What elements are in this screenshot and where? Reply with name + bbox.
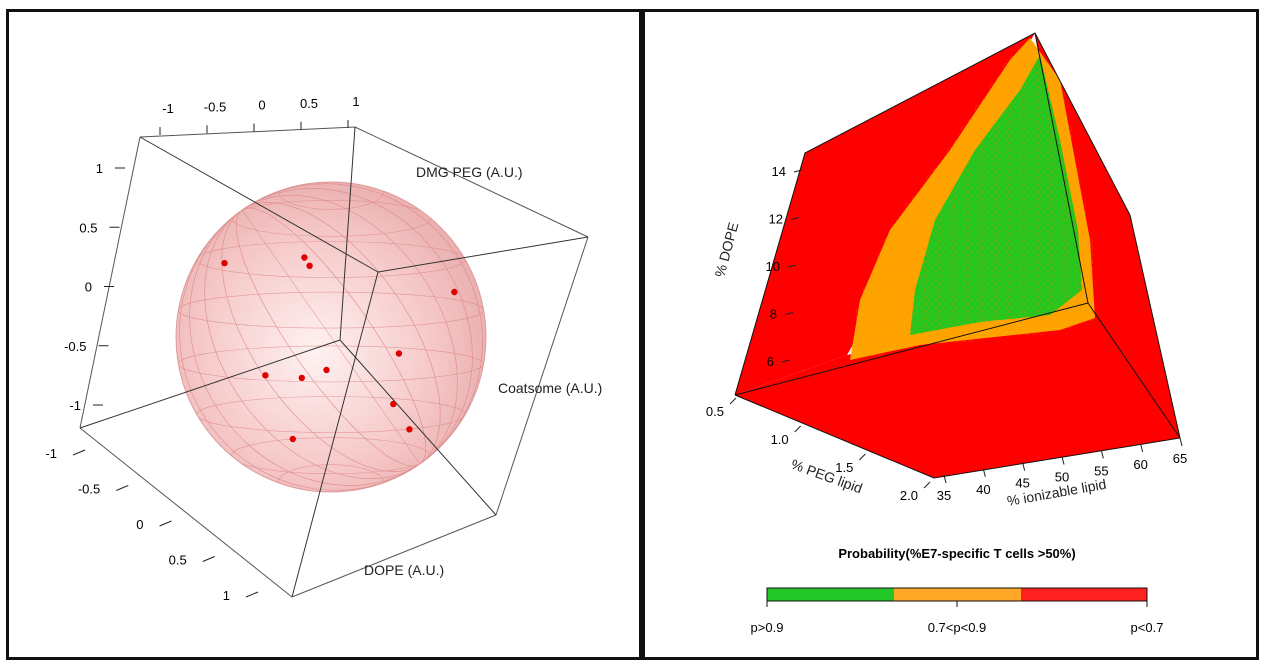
z-axis: 6 8 10 12 14 — [766, 164, 803, 369]
legend-swatch-orange — [894, 588, 1021, 601]
tick-label: 0.5 — [79, 220, 97, 235]
z-axis-label: DMG PEG (A.U.) — [416, 164, 523, 180]
legend-label-high: p>0.9 — [751, 620, 784, 635]
tick-mark — [116, 485, 129, 491]
tick-label: 0 — [85, 280, 92, 295]
tick-label: 0 — [258, 98, 265, 113]
tick-label: -0.5 — [64, 339, 86, 354]
design-point — [323, 366, 330, 374]
x-axis-label: Coatsome (A.U.) — [498, 380, 602, 396]
cube-back-right-face — [1035, 33, 1180, 438]
tick-label: 12 — [769, 212, 783, 227]
left-panel-frame — [6, 9, 642, 660]
tick-mark — [858, 453, 866, 461]
legend-swatch-green — [767, 588, 894, 601]
tick-label: -0.5 — [204, 99, 226, 114]
tick-mark — [923, 481, 931, 489]
tick-label: -1 — [45, 446, 57, 461]
tick-mark — [787, 264, 797, 268]
design-point — [301, 254, 308, 261]
design-point — [395, 350, 403, 357]
legend: Probability(%E7-specific T cells >50%) p… — [751, 546, 1164, 635]
tick-mark — [1100, 450, 1104, 459]
design-points — [221, 254, 458, 443]
y-axis: -1 -0.5 0 0.5 1 — [45, 446, 259, 603]
x-axis: 35 40 45 50 55 60 65 — [937, 437, 1187, 503]
tick-mark — [793, 169, 803, 173]
tick-mark — [790, 217, 800, 220]
probability-green-region — [910, 55, 1082, 335]
design-sphere — [175, 181, 487, 493]
tick-label: 0 — [136, 517, 143, 532]
tick-label: 65 — [1173, 451, 1187, 466]
tick-label: 40 — [976, 482, 990, 497]
tick-label: 60 — [1133, 457, 1147, 472]
cube-edges — [734, 32, 1181, 479]
tick-mark — [982, 468, 986, 477]
tick-label: 8 — [770, 307, 777, 322]
z-axis: 1 0.5 0 -0.5 -1 — [64, 161, 125, 413]
design-point — [262, 372, 269, 379]
tick-label: 45 — [1015, 476, 1029, 491]
legend-label-mid: 0.7<p<0.9 — [928, 620, 987, 635]
left-chart: -1 -0.5 0 0.5 1 1 0.5 0 -0.5 -1 -1 -0.5 0 0.5 1 DMG … — [45, 94, 602, 603]
tick-mark — [1179, 437, 1183, 447]
design-point — [451, 288, 458, 296]
tick-label: 6 — [767, 354, 774, 369]
tick-label: 0.5 — [706, 404, 724, 419]
tick-mark — [781, 359, 791, 363]
design-point — [306, 262, 313, 269]
tick-label: 0.5 — [300, 96, 318, 111]
design-point — [289, 435, 296, 443]
tick-mark — [1022, 462, 1026, 471]
tick-label: 55 — [1094, 463, 1108, 478]
tick-label: 1 — [223, 588, 230, 603]
right-panel-frame — [642, 9, 1259, 660]
right-chart: 6 8 10 12 14 0.5 1.0 1.5 2.0 35 40 45 50 55 60 65 % D… — [706, 32, 1187, 635]
left-box-front-edges — [79, 126, 589, 598]
tick-mark — [729, 397, 737, 405]
tick-mark — [794, 425, 802, 433]
legend-swatch-red — [1021, 588, 1147, 601]
design-point — [298, 374, 305, 382]
tick-label: 50 — [1055, 470, 1069, 485]
tick-label: -0.5 — [78, 482, 100, 497]
tick-label: 2.0 — [900, 488, 918, 503]
tick-mark — [202, 556, 215, 562]
tick-label: 1 — [352, 94, 359, 109]
tick-mark — [943, 474, 947, 484]
tick-mark — [72, 449, 86, 456]
top-axis: -1 -0.5 0 0.5 1 — [159, 94, 360, 135]
probability-points — [849, 42, 1093, 356]
design-point — [406, 426, 413, 433]
tick-label: 1.5 — [835, 460, 853, 475]
cube-bottom-face — [735, 303, 1180, 478]
tick-label: 0.5 — [169, 553, 187, 568]
z-axis-label: % DOPE — [711, 221, 741, 279]
tick-label: 1.0 — [771, 432, 789, 447]
tick-mark — [1061, 456, 1065, 465]
tick-label: 10 — [766, 259, 780, 274]
tick-mark — [1140, 444, 1144, 453]
tick-label: -1 — [69, 398, 81, 413]
tick-label: 14 — [772, 164, 786, 179]
tick-label: -1 — [162, 101, 174, 116]
tick-label: 1 — [96, 161, 103, 176]
legend-label-low: p<0.7 — [1131, 620, 1164, 635]
left-box-back-edges — [79, 126, 589, 598]
design-point — [390, 400, 397, 408]
tick-mark — [159, 520, 172, 527]
tick-mark — [245, 591, 259, 598]
tick-label: 35 — [937, 488, 951, 503]
y-axis-label: DOPE (A.U.) — [364, 562, 444, 578]
cube-back-left-face — [735, 33, 1035, 395]
design-point — [221, 259, 228, 267]
tick-mark — [784, 312, 794, 315]
legend-title: Probability(%E7-specific T cells >50%) — [838, 546, 1075, 561]
y-axis: 0.5 1.0 1.5 2.0 — [706, 397, 931, 503]
